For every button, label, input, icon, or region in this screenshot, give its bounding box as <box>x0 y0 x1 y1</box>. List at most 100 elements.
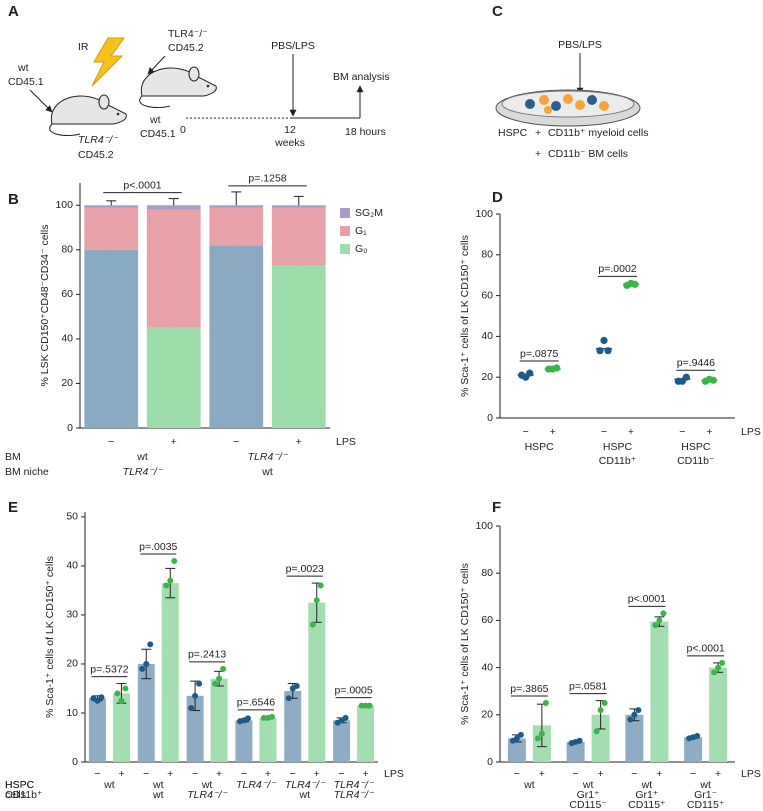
y-tick-label: 40 <box>481 661 493 673</box>
data-point <box>309 621 316 628</box>
y-tick-label: 80 <box>481 249 493 261</box>
group-label: TLR4⁻/⁻ <box>187 789 228 801</box>
data-point <box>593 728 600 735</box>
p-value: p=.3865 <box>510 683 548 695</box>
group-label: wt <box>152 789 164 801</box>
group-label: wt <box>261 466 273 478</box>
label: CD11b⁻ BM cells <box>548 148 628 160</box>
row-label: cells <box>5 789 26 801</box>
x-tick-label: − <box>233 436 239 448</box>
group-label: TLR4⁻/⁻ <box>123 466 164 478</box>
y-tick-label: 60 <box>61 288 73 300</box>
x-tick-label: − <box>143 768 149 780</box>
label: TLR4⁻/⁻ <box>168 28 208 40</box>
label: CD45.1 <box>140 128 176 140</box>
group-label: wt <box>523 779 535 791</box>
data-point <box>711 669 718 676</box>
bar-segment <box>271 205 326 208</box>
bar-segment <box>271 207 326 266</box>
x-tick-label: + <box>118 768 124 780</box>
x-axis-label: LPS <box>741 426 761 438</box>
data-point <box>317 582 324 589</box>
label: HSPC <box>498 127 528 139</box>
y-tick-label: 0 <box>487 412 493 424</box>
legend-swatch <box>340 226 350 236</box>
x-tick-label: + <box>706 426 712 438</box>
bar <box>161 583 179 762</box>
x-tick-label: + <box>314 768 320 780</box>
bar-segment <box>146 327 201 428</box>
x-tick-label: + <box>539 768 545 780</box>
legend-label: G₀ <box>355 243 368 255</box>
data-point <box>694 733 701 740</box>
bar <box>591 714 610 762</box>
group-label: wt <box>201 779 213 791</box>
bar <box>357 705 375 762</box>
y-tick-label: 80 <box>61 244 73 256</box>
y-tick-label: 100 <box>55 199 73 211</box>
y-tick-label: 0 <box>72 756 78 768</box>
p-value: p=.0875 <box>520 348 558 360</box>
mouse <box>49 94 127 137</box>
group-label: CD11b⁻ <box>677 455 715 467</box>
group-label: wt <box>641 779 653 791</box>
y-tick-label: 40 <box>61 333 73 345</box>
bar <box>186 695 204 762</box>
bar-segment <box>84 249 139 428</box>
data-point <box>682 373 690 381</box>
row-label: BM <box>5 451 21 463</box>
group-label: CD115⁺ <box>628 799 666 811</box>
panel-label: E <box>8 499 18 516</box>
label: CD45.2 <box>78 149 114 161</box>
data-point <box>114 690 121 697</box>
data-point <box>139 665 146 672</box>
bar <box>259 717 277 762</box>
data-point <box>216 675 223 682</box>
data-point <box>285 695 292 702</box>
data-point <box>604 347 612 355</box>
label: + <box>535 127 541 139</box>
panel-label: F <box>492 499 501 516</box>
data-point <box>660 610 667 617</box>
p-value: p<.0001 <box>123 179 161 191</box>
x-tick-label: + <box>216 768 222 780</box>
data-point <box>513 735 520 742</box>
p-value: p=.0005 <box>334 684 372 696</box>
data-point <box>268 713 275 720</box>
data-point <box>538 730 545 737</box>
x-tick-label: + <box>265 768 271 780</box>
x-tick-label: + <box>550 426 556 438</box>
y-tick-label: 40 <box>481 330 493 342</box>
bar-segment <box>146 209 201 328</box>
bar <box>684 737 703 762</box>
p-value: p=.9446 <box>677 357 715 369</box>
x-tick-label: − <box>241 768 247 780</box>
p-value: p=.1258 <box>248 173 286 185</box>
data-point <box>366 702 373 709</box>
x-tick-label: + <box>363 768 369 780</box>
row-label: HSPC <box>5 779 35 791</box>
x-axis-label: LPS <box>384 768 404 780</box>
arrow <box>29 89 53 113</box>
data-point <box>293 683 300 690</box>
data-point <box>534 735 541 742</box>
x-tick-label: − <box>523 426 529 438</box>
y-axis-label: % Sca-1⁺ cells of LK CD150⁺ cells <box>459 235 471 397</box>
data-point <box>220 665 227 672</box>
p-value: p=.0581 <box>569 680 607 692</box>
y-tick-label: 0 <box>487 756 493 768</box>
bar <box>333 720 351 762</box>
bar-segment <box>209 205 264 208</box>
legend-swatch <box>340 244 350 254</box>
bar-segment <box>209 207 264 246</box>
bar <box>88 698 106 762</box>
irradiation-bolt <box>91 37 125 87</box>
label: weeks <box>274 137 305 149</box>
group-label: wt <box>299 789 311 801</box>
bar <box>308 602 326 762</box>
bar <box>235 720 253 762</box>
legend-label: G₁ <box>355 225 367 237</box>
label: 0 <box>180 124 186 136</box>
y-tick-label: 20 <box>61 377 73 389</box>
label: IR <box>78 41 89 53</box>
